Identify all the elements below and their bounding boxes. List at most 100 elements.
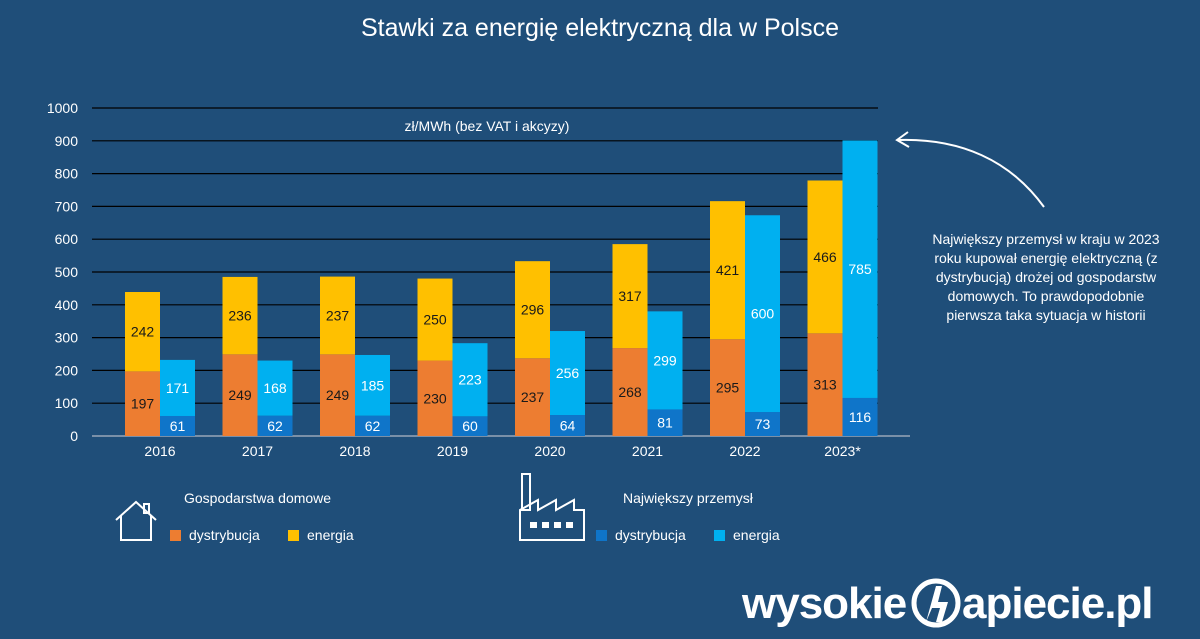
data-label: 230: [423, 390, 447, 406]
bar-households-dystrybucja: [515, 358, 550, 436]
bar-industry-energia: [257, 360, 293, 416]
legend-swatch: [170, 529, 181, 541]
bar-industry-energia: [647, 311, 683, 410]
data-label: 61: [170, 418, 186, 434]
bar-industry-energia: [452, 343, 488, 417]
y-tick-label: 0: [70, 428, 78, 444]
y-tick-label: 700: [55, 198, 79, 214]
data-label: 296: [521, 302, 545, 318]
bar-industry-energia: [550, 331, 585, 416]
legend-swatch: [596, 529, 607, 541]
y-tick-label: 800: [55, 166, 79, 182]
bar-households-energia: [417, 278, 453, 361]
data-label: 62: [267, 418, 283, 434]
data-label: 185: [361, 377, 385, 393]
legend-industry-title: Największy przemysł: [623, 490, 753, 506]
data-label: 171: [166, 380, 190, 396]
x-tick-label: 2023*: [824, 443, 861, 459]
data-label: 197: [131, 396, 155, 412]
bar-households-dystrybucja: [612, 348, 648, 436]
bar-industry-dystrybucja: [160, 415, 195, 436]
lightning-logo-icon: [911, 578, 961, 628]
legend-label: energia: [307, 527, 354, 543]
bar-households-dystrybucja: [710, 339, 745, 436]
data-label: 116: [849, 409, 872, 425]
annotation-text: Największy przemysł w kraju w 2023 roku …: [932, 231, 1160, 323]
annotation-arrow: [897, 138, 1045, 208]
legend-households-distribution: dystrybucja: [170, 527, 260, 543]
bar-industry-dystrybucja: [745, 412, 780, 436]
bar-households-energia: [710, 201, 745, 340]
bar-households-energia: [125, 292, 160, 372]
bar-industry-dystrybucja: [257, 415, 293, 436]
legend-households-energy: energia: [288, 527, 354, 543]
y-tick-label: 500: [55, 264, 79, 280]
legend-label: energia: [733, 527, 780, 543]
data-label: 256: [556, 365, 580, 381]
data-label: 168: [263, 380, 287, 396]
y-tick-label: 200: [55, 362, 79, 378]
data-label: 421: [716, 262, 740, 278]
x-tick-label: 2017: [242, 443, 273, 459]
x-tick-label: 2018: [339, 443, 370, 459]
data-label: 237: [326, 307, 350, 323]
bar-households-energia: [807, 180, 843, 334]
data-label: 223: [458, 372, 482, 388]
x-tick-label: 2020: [534, 443, 565, 459]
x-tick-label: 2021: [632, 443, 663, 459]
y-tick-label: 900: [55, 133, 79, 149]
brand-logo: wysokie apiecie.pl: [741, 578, 1182, 639]
brand-text-right: apiecie.pl: [962, 579, 1153, 628]
bar-industry-energia: [745, 215, 780, 413]
x-tick-label: 2022: [729, 443, 760, 459]
data-label: 785: [848, 261, 872, 277]
chart-title: Stawki za energię elektryczną dla w Pols…: [360, 14, 839, 42]
data-label: 317: [618, 288, 642, 304]
bar-industry-energia: [160, 359, 195, 416]
factory-icon: [516, 470, 588, 547]
annotation-arrowhead: [895, 131, 910, 148]
house-icon: [112, 498, 160, 547]
brand-text-left: wysokie: [741, 579, 906, 628]
data-label: 237: [521, 389, 545, 405]
bar-industry-dystrybucja: [647, 409, 683, 436]
bar-industry-dystrybucja: [842, 397, 878, 436]
bar-households-energia: [515, 261, 550, 359]
bar-households-energia: [222, 276, 258, 355]
bar-households-energia: [612, 244, 648, 349]
bar-households-dystrybucja: [222, 354, 258, 436]
bar-households-energia: [320, 276, 355, 355]
data-label: 81: [657, 415, 673, 431]
data-label: 249: [326, 387, 350, 403]
data-label: 466: [813, 249, 837, 265]
data-label: 242: [131, 324, 155, 340]
data-label: 295: [716, 380, 740, 396]
data-label: 268: [618, 384, 642, 400]
data-label: 600: [751, 306, 775, 322]
y-tick-label: 100: [55, 395, 79, 411]
bar-industry-energia: [355, 354, 390, 416]
data-label: 60: [462, 418, 478, 434]
y-tick-label: 600: [55, 231, 79, 247]
bar-industry-dystrybucja: [452, 416, 488, 436]
legend-label: dystrybucja: [615, 527, 686, 543]
bar-households-dystrybucja: [125, 371, 160, 436]
y-tick-label: 1000: [47, 100, 78, 116]
x-tick-label: 2019: [437, 443, 468, 459]
data-label: 299: [653, 352, 677, 368]
legend-industry-energy: energia: [714, 527, 780, 543]
data-label: 62: [365, 418, 381, 434]
data-label: 236: [228, 308, 252, 324]
data-label: 64: [560, 418, 576, 434]
bar-industry-dystrybucja: [550, 415, 585, 436]
data-label: 73: [755, 416, 771, 432]
bar-industry-energia: [842, 140, 878, 398]
data-label: 249: [228, 387, 252, 403]
bar-industry-dystrybucja: [355, 415, 390, 436]
legend-swatch: [288, 529, 299, 541]
bar-households-dystrybucja: [320, 354, 355, 436]
unit-label: zł/MWh (bez VAT i akcyzy): [405, 118, 570, 134]
bar-households-dystrybucja: [807, 333, 843, 436]
legend-label: dystrybucja: [189, 527, 260, 543]
